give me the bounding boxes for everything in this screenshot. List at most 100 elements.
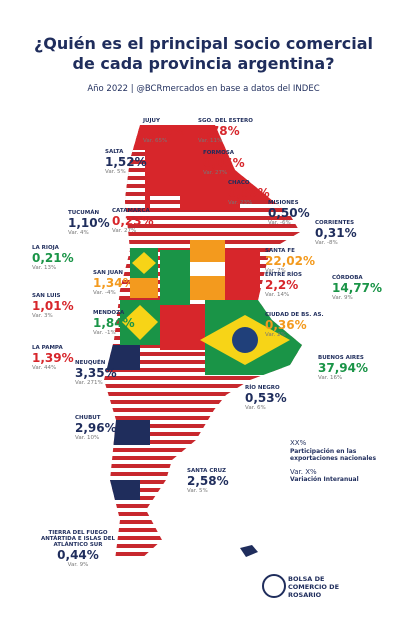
legend-var-text: Variación Interanual	[290, 476, 359, 483]
province-label: SAN LUIS 1,01% Var. 3%	[32, 293, 74, 319]
province-name: TUCUMÁN	[68, 210, 100, 216]
province-name: SGO. DEL ESTERO	[198, 118, 253, 124]
province-share: 1,52%	[105, 155, 147, 169]
province-label: LA PAMPA 1,39% Var. 44%	[32, 345, 74, 371]
province-label: NEUQUÉN 3,35% Var. 271%	[75, 360, 117, 386]
province-var: Var. 9%	[332, 295, 353, 301]
province-var: Var. 23%	[228, 200, 253, 206]
province-share: 2,2%	[265, 278, 299, 292]
province-share: 0,50%	[268, 206, 310, 220]
province-label: CÓRDOBA 14,77% Var. 9%	[332, 275, 382, 301]
province-label: SAN JUAN 1,34% Var. -4%	[93, 270, 135, 296]
province-var: Var. 3%	[32, 313, 53, 319]
province-share: 0,21%	[32, 251, 74, 265]
province-name: ENTRE RÍOS	[265, 272, 302, 278]
province-var: Var. 27%	[112, 228, 137, 234]
province-label: TUCUMÁN 1,10% Var. 4%	[68, 210, 110, 236]
province-name: SALTA	[105, 149, 124, 155]
province-share: 0,23%	[112, 214, 154, 228]
province-label: CORRIENTES 0,31% Var. -8%	[315, 220, 357, 246]
province-name: CATAMARCA	[112, 208, 150, 214]
logo-text: BOLSA DE COMERCIO DE ROSARIO	[288, 575, 340, 599]
province-var: Var. 13%	[32, 265, 57, 271]
province-label: MENDOZA 1,84% Var. -1%	[93, 310, 135, 336]
province-var: Var. 44%	[32, 365, 57, 371]
province-var: Var. 2%	[265, 332, 286, 338]
province-var: Var. 11%	[198, 138, 223, 144]
province-label: SALTA 1,52% Var. 5%	[105, 149, 147, 175]
province-name: SAN LUIS	[32, 293, 61, 299]
province-name: LA RIOJA	[32, 245, 59, 251]
province-share: 1,34%	[93, 276, 135, 290]
province-var: Var. 6%	[245, 405, 266, 411]
province-var: Var. -8%	[315, 240, 338, 246]
province-label: SANTA FE 22,02% Var. 7%	[265, 248, 315, 274]
logo-mark	[262, 574, 286, 598]
province-share: 0,53%	[245, 391, 287, 405]
province-share: 0,59%	[228, 186, 270, 200]
legend-var: Var. X%	[290, 467, 317, 476]
province-label: RÍO NEGRO 0,53% Var. 6%	[245, 385, 287, 411]
legend: XX% Participación en las exportaciones n…	[290, 439, 390, 484]
province-label: CHACO 0,59% Var. 23%	[228, 180, 270, 206]
province-share: 0,05%	[203, 156, 245, 170]
province-label: SANTA CRUZ 2,58% Var. 5%	[187, 468, 229, 494]
province-var: Var. -4%	[93, 290, 116, 296]
legend-share: XX%	[290, 439, 307, 447]
province-var: Var. 14%	[265, 292, 290, 298]
province-name: TIERRA DEL FUEGO ANTÁRTIDA E ISLAS DEL A…	[40, 530, 116, 548]
province-label: SGO. DEL ESTERO 1,78% Var. 11%	[198, 118, 253, 144]
province-var: Var. 271%	[75, 380, 103, 386]
title: ¿Quién es el principal socio comercial d…	[33, 34, 374, 73]
subtitle: Año 2022 | @BCRmercados en base a datos …	[87, 84, 320, 94]
province-share: 1,78%	[198, 124, 240, 138]
province-name: SANTA CRUZ	[187, 468, 227, 474]
province-name: CORRIENTES	[315, 220, 355, 226]
province-name: LA PAMPA	[32, 345, 63, 351]
province-label: JUJUY 1,00% Var. 65%	[143, 118, 185, 144]
province-label: LA RIOJA 0,21% Var. 13%	[32, 245, 74, 271]
province-name: BUENOS AIRES	[318, 355, 364, 361]
province-share: 1,00%	[143, 124, 185, 138]
province-name: MISIONES	[268, 200, 299, 206]
map-shapes	[104, 125, 302, 560]
province-var: Var. -1%	[93, 330, 116, 336]
province-share: 0,44%	[57, 548, 99, 562]
province-label: TIERRA DEL FUEGO ANTÁRTIDA E ISLAS DEL A…	[38, 530, 118, 568]
province-label: CATAMARCA 0,23% Var. 27%	[112, 208, 154, 234]
province-var: Var. 5%	[105, 169, 126, 175]
province-name: CÓRDOBA	[332, 275, 363, 281]
islands	[240, 545, 258, 557]
province-name: MENDOZA	[93, 310, 125, 316]
province-var: Var. 65%	[143, 138, 168, 144]
province-name: SAN JUAN	[93, 270, 123, 276]
province-label: MISIONES 0,50% Var. -6%	[268, 200, 310, 226]
province-share: 1,39%	[32, 351, 74, 365]
province-var: Var. 5%	[187, 488, 208, 494]
province-var: Var. 10%	[75, 435, 100, 441]
province-name: CHACO	[228, 180, 250, 186]
province-label: ENTRE RÍOS 2,2% Var. 14%	[265, 272, 302, 298]
province-var: Var. -6%	[268, 220, 291, 226]
province-share: 0,31%	[315, 226, 357, 240]
province-label: CIUDAD DE BS. AS. 0,36% Var. 2%	[265, 312, 324, 338]
province-var: Var. 9%	[67, 562, 89, 568]
province-name: CHUBUT	[75, 415, 101, 421]
province-label: BUENOS AIRES 37,94% Var. 16%	[318, 355, 368, 381]
province-label: FORMOSA 0,05% Var. 27%	[203, 150, 245, 176]
province-share: 2,96%	[75, 421, 117, 435]
province-share: 22,02%	[265, 254, 315, 268]
province-share: 1,84%	[93, 316, 135, 330]
province-share: 1,01%	[32, 299, 74, 313]
province-var: Var. 27%	[203, 170, 228, 176]
province-name: RÍO NEGRO	[245, 385, 280, 391]
province-share: 3,35%	[75, 366, 117, 380]
province-share: 14,77%	[332, 281, 382, 295]
province-name: JUJUY	[143, 118, 161, 124]
province-name: CIUDAD DE BS. AS.	[265, 312, 324, 318]
province-var: Var. 4%	[68, 230, 89, 236]
province-label: CHUBUT 2,96% Var. 10%	[75, 415, 117, 441]
province-share: 37,94%	[318, 361, 368, 375]
